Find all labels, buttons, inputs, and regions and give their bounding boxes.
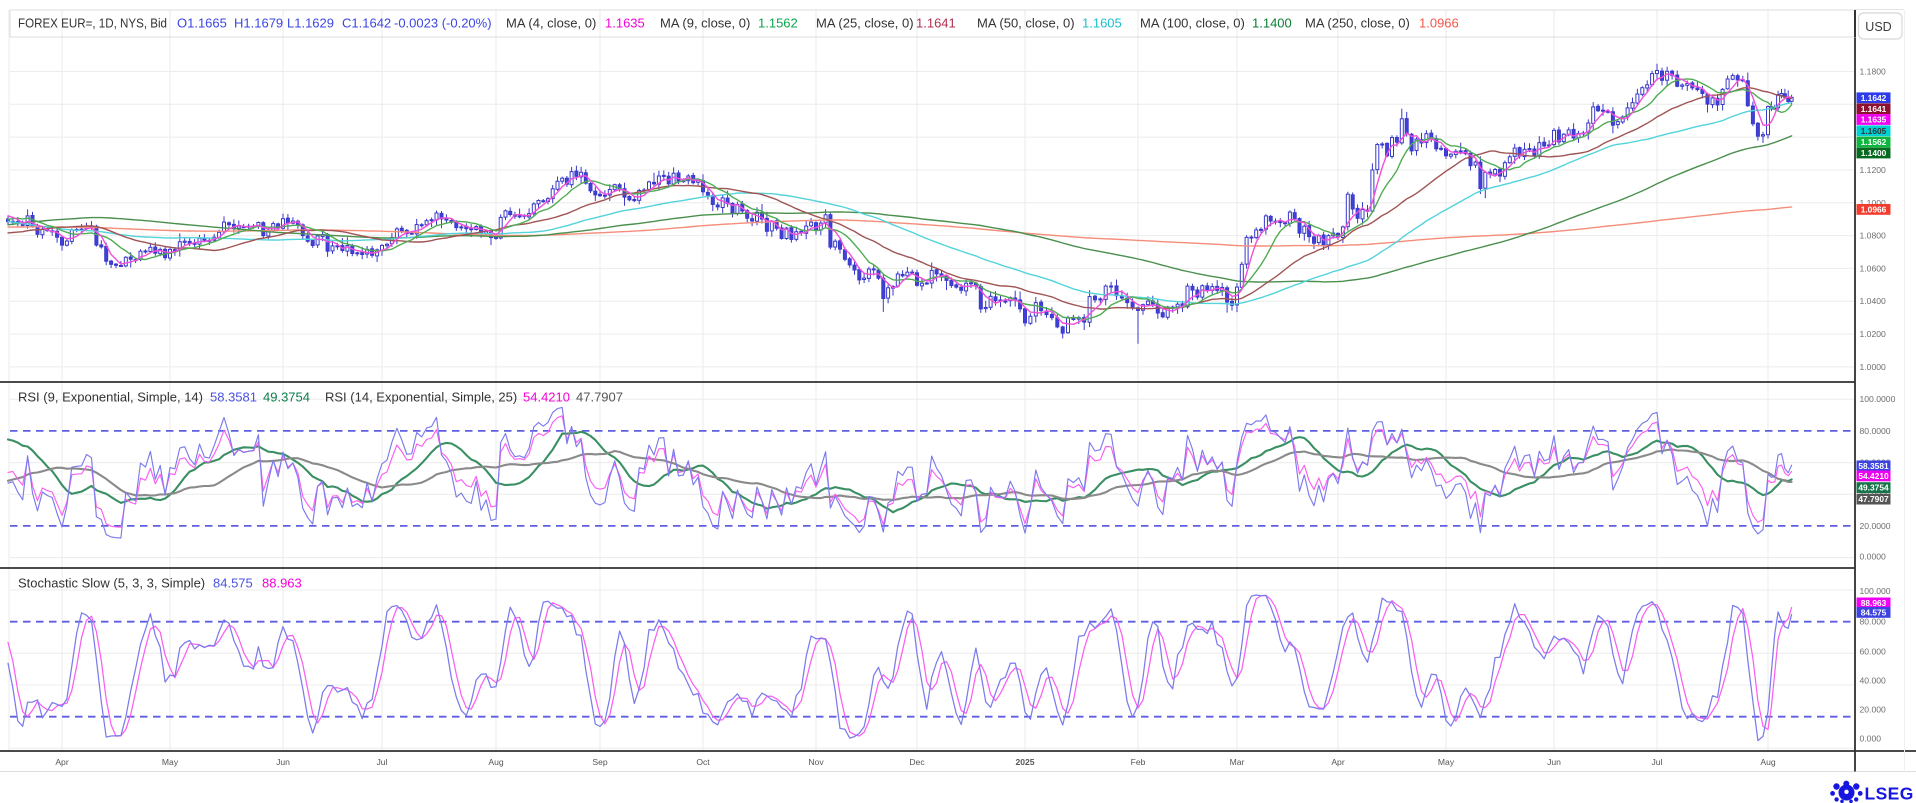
svg-text:RSI (9, Exponential, Simple, 1: RSI (9, Exponential, Simple, 14) xyxy=(18,390,203,405)
svg-text:Feb: Feb xyxy=(1131,757,1146,767)
svg-text:Oct: Oct xyxy=(696,757,710,767)
svg-text:49.3754: 49.3754 xyxy=(1858,483,1889,493)
svg-text:100.000: 100.000 xyxy=(1860,586,1891,596)
svg-text:0.0000: 0.0000 xyxy=(1860,552,1887,562)
svg-text:1.1605: 1.1605 xyxy=(1861,126,1887,136)
svg-text:1.1400: 1.1400 xyxy=(1252,16,1292,31)
svg-text:MA (9, close, 0): MA (9, close, 0) xyxy=(660,16,750,31)
svg-text:1.1635: 1.1635 xyxy=(1861,115,1887,125)
svg-text:Dec: Dec xyxy=(909,757,925,767)
svg-text:47.7907: 47.7907 xyxy=(1858,494,1889,504)
svg-text:May: May xyxy=(162,757,179,767)
svg-text:FOREX EUR=, 1D, NYS, Bid: FOREX EUR=, 1D, NYS, Bid xyxy=(18,16,167,31)
svg-text:84.575: 84.575 xyxy=(1861,607,1887,617)
svg-text:80.0000: 80.0000 xyxy=(1860,426,1891,436)
svg-text:C1.1642: C1.1642 xyxy=(342,16,391,31)
svg-text:1.0800: 1.0800 xyxy=(1860,231,1887,241)
svg-text:1.0966: 1.0966 xyxy=(1419,16,1459,31)
svg-text:MA (4, close, 0): MA (4, close, 0) xyxy=(506,16,596,31)
svg-text:1.1642: 1.1642 xyxy=(1861,93,1887,103)
svg-text:MA (50, close, 0): MA (50, close, 0) xyxy=(977,16,1075,31)
svg-text:54.4210: 54.4210 xyxy=(1858,471,1889,481)
svg-text:Jul: Jul xyxy=(377,757,388,767)
svg-text:0.000: 0.000 xyxy=(1860,734,1882,744)
svg-text:100.0000: 100.0000 xyxy=(1860,394,1896,404)
svg-text:84.575: 84.575 xyxy=(213,576,253,591)
svg-text:1.1400: 1.1400 xyxy=(1861,148,1887,158)
svg-text:Jun: Jun xyxy=(1547,757,1561,767)
svg-text:60.000: 60.000 xyxy=(1860,647,1887,657)
svg-text:MA (100, close, 0): MA (100, close, 0) xyxy=(1140,16,1245,31)
svg-text:1.1200: 1.1200 xyxy=(1860,165,1887,175)
svg-text:1.0400: 1.0400 xyxy=(1860,296,1887,306)
svg-text:49.3754: 49.3754 xyxy=(263,390,310,405)
svg-text:LSEG: LSEG xyxy=(1865,784,1914,803)
svg-text:80.000: 80.000 xyxy=(1860,617,1887,627)
svg-text:1.0000: 1.0000 xyxy=(1860,362,1887,372)
svg-text:47.7907: 47.7907 xyxy=(576,390,623,405)
svg-text:O1.1665: O1.1665 xyxy=(177,16,227,31)
svg-text:Aug: Aug xyxy=(488,757,504,767)
svg-text:2025: 2025 xyxy=(1015,757,1034,767)
svg-text:Aug: Aug xyxy=(1760,757,1776,767)
svg-text:1.1641: 1.1641 xyxy=(916,16,956,31)
svg-text:1.1635: 1.1635 xyxy=(605,16,645,31)
svg-text:May: May xyxy=(1438,757,1455,767)
svg-text:Nov: Nov xyxy=(808,757,824,767)
svg-text:Apr: Apr xyxy=(55,757,69,767)
svg-text:Jul: Jul xyxy=(1652,757,1663,767)
svg-text:RSI (14, Exponential, Simple,: RSI (14, Exponential, Simple, 25) xyxy=(325,390,517,405)
svg-text:USD: USD xyxy=(1865,20,1891,34)
svg-text:1.1562: 1.1562 xyxy=(758,16,798,31)
svg-text:1.1000: 1.1000 xyxy=(1860,198,1887,208)
svg-text:Sep: Sep xyxy=(592,757,608,767)
svg-text:L1.1629: L1.1629 xyxy=(287,16,334,31)
svg-text:88.963: 88.963 xyxy=(1861,598,1887,608)
svg-text:1.0966: 1.0966 xyxy=(1861,204,1887,214)
svg-text:-0.0023 (-0.20%): -0.0023 (-0.20%) xyxy=(394,16,492,31)
svg-text:1.1800: 1.1800 xyxy=(1860,67,1887,77)
svg-text:Mar: Mar xyxy=(1230,757,1245,767)
svg-text:MA (250, close, 0): MA (250, close, 0) xyxy=(1305,16,1410,31)
svg-text:H1.1679: H1.1679 xyxy=(234,16,283,31)
svg-text:88.963: 88.963 xyxy=(262,576,302,591)
svg-text:40.000: 40.000 xyxy=(1860,676,1887,686)
svg-text:1.1605: 1.1605 xyxy=(1082,16,1122,31)
svg-text:Jun: Jun xyxy=(276,757,290,767)
svg-text:1.0600: 1.0600 xyxy=(1860,263,1887,273)
svg-text:1.0200: 1.0200 xyxy=(1860,329,1887,339)
svg-text:58.3581: 58.3581 xyxy=(210,390,257,405)
svg-text:MA (25, close, 0): MA (25, close, 0) xyxy=(816,16,914,31)
svg-text:Apr: Apr xyxy=(1331,757,1345,767)
svg-text:20.0000: 20.0000 xyxy=(1860,521,1891,531)
svg-text:58.3581: 58.3581 xyxy=(1858,461,1889,471)
svg-text:1.1562: 1.1562 xyxy=(1861,137,1887,147)
svg-text:1.1641: 1.1641 xyxy=(1861,104,1887,114)
svg-text:54.4210: 54.4210 xyxy=(523,390,570,405)
svg-text:20.000: 20.000 xyxy=(1860,705,1887,715)
svg-text:Stochastic Slow (5, 3, 3, Simp: Stochastic Slow (5, 3, 3, Simple) xyxy=(18,576,205,591)
